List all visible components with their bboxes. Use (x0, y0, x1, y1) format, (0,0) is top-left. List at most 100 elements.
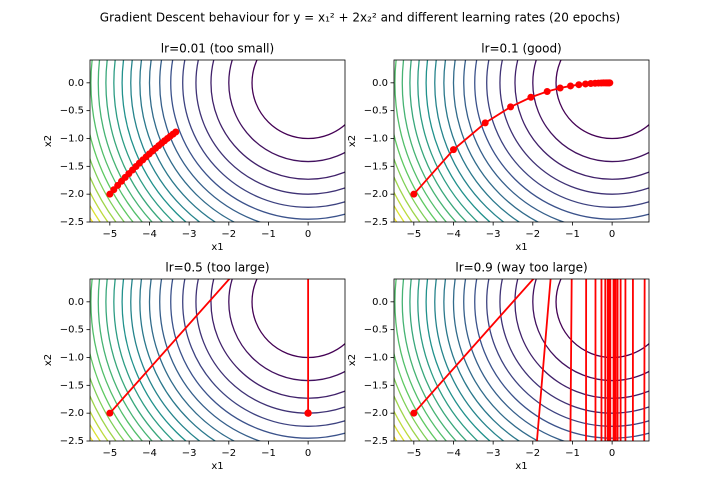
subplot-title: lr=0.01 (too small) (161, 42, 274, 56)
subplot: −5 −4 −3 −2 −1 0 −2.5 −2.0 −1.5 −1.0 −0.5 0.0 lr=0.1… (347, 42, 650, 253)
x-tick-label: −5 (406, 229, 421, 240)
contour-line (417, 279, 479, 441)
contour-line (159, 60, 262, 222)
subplot: −5 −4 −3 −2 −1 0 −2.5 −2.0 −1.5 −1.0 −0.5 0.0 lr=0.0… (43, 42, 346, 253)
trajectory-point (106, 409, 114, 417)
y-tick-label: −2.5 (60, 217, 84, 228)
trajectory-point (527, 93, 535, 101)
y-tick-label: −2.0 (364, 408, 388, 419)
x-tick-label: −5 (102, 229, 117, 240)
trajectory-point (410, 409, 418, 417)
plot-area (394, 279, 649, 441)
trajectory-point (556, 84, 564, 92)
y-tick-label: 0.0 (372, 297, 388, 308)
contour-line (121, 279, 187, 441)
y-tick-label: −2.0 (60, 408, 84, 419)
contour-line (425, 60, 491, 222)
contour-line (463, 279, 566, 441)
contour-line (182, 60, 345, 208)
x-tick-label: −2 (525, 229, 540, 240)
x-tick-label: −4 (142, 448, 157, 459)
trajectory-point (507, 103, 515, 111)
contour-line (139, 279, 217, 441)
contour-line (105, 60, 164, 222)
trajectory-point (172, 128, 180, 136)
contour-line (514, 279, 649, 399)
contour-line (555, 60, 649, 140)
x-tick-label: −3 (486, 229, 501, 240)
x-tick-label: 0 (609, 448, 615, 459)
x-tick-label: 0 (305, 229, 311, 240)
trajectory-point (606, 79, 614, 87)
x-tick-label: −1 (261, 229, 276, 240)
contour-line (425, 279, 491, 441)
y-tick-label: −1.5 (364, 380, 388, 391)
y-tick-label: 0.0 (68, 297, 84, 308)
x-tick-label: −5 (102, 448, 117, 459)
contour-line (182, 279, 345, 427)
contour-line (434, 60, 505, 222)
subplot-title: lr=0.1 (good) (481, 42, 562, 56)
contour-line (90, 60, 144, 222)
trajectory-point (575, 81, 583, 89)
y-tick-label: −0.5 (364, 106, 388, 117)
contour-line (105, 279, 164, 441)
x-tick-label: −4 (446, 448, 461, 459)
x-tick-label: −4 (142, 229, 157, 240)
x-tick-label: 0 (305, 448, 311, 459)
x-axis-label: x1 (211, 461, 223, 472)
x-tick-label: −1 (565, 448, 580, 459)
contour-line (228, 60, 345, 163)
y-axis-label: x2 (43, 354, 54, 366)
contour-line (499, 279, 649, 414)
contour-line (170, 60, 345, 220)
contour-line (499, 60, 649, 195)
y-tick-label: −1.0 (364, 133, 388, 144)
trajectory-point (449, 146, 457, 154)
contour-line (532, 60, 649, 163)
x-tick-label: −2 (221, 229, 236, 240)
contour-line (97, 60, 153, 222)
y-tick-label: −0.5 (364, 325, 388, 336)
contour-line (486, 60, 649, 208)
y-axis-label: x2 (347, 354, 358, 366)
y-tick-label: −2.5 (60, 436, 84, 447)
contour-line (159, 279, 262, 441)
contour-line (443, 279, 521, 441)
contour-line (394, 279, 448, 441)
contour-line (409, 279, 468, 441)
y-tick-label: 0.0 (68, 78, 84, 89)
trajectory-point (481, 119, 489, 127)
y-tick-label: −2.0 (364, 189, 388, 200)
trajectory-point (543, 87, 551, 95)
contour-line (417, 60, 479, 222)
contour-line (113, 279, 175, 441)
x-tick-label: −3 (182, 448, 197, 459)
contour-line (394, 60, 448, 222)
contour-line (170, 279, 345, 439)
y-tick-label: −1.5 (60, 161, 84, 172)
contour-line (130, 60, 201, 222)
x-axis-label: x1 (515, 242, 527, 253)
axes-frame (393, 59, 650, 223)
trajectory-point (582, 80, 590, 88)
plot-area (90, 60, 345, 222)
contour-line (434, 279, 505, 441)
contour-line (452, 60, 540, 222)
y-tick-label: −1.0 (60, 133, 84, 144)
x-tick-label: −2 (525, 448, 540, 459)
contour-line (452, 279, 540, 441)
y-tick-label: −2.5 (364, 217, 388, 228)
x-axis-label: x1 (211, 242, 223, 253)
axes-frame (393, 278, 650, 442)
subplot: −5 −4 −3 −2 −1 0 −2.5 −2.0 −1.5 −1.0 −0.5 0.0 lr=0.5… (43, 261, 346, 472)
x-tick-label: −3 (486, 448, 501, 459)
contour-line (474, 279, 649, 439)
contour-line (210, 60, 345, 180)
contour-line (90, 279, 144, 441)
contour-line (148, 279, 236, 441)
contour-line (486, 279, 649, 427)
trajectory-point (410, 190, 418, 198)
